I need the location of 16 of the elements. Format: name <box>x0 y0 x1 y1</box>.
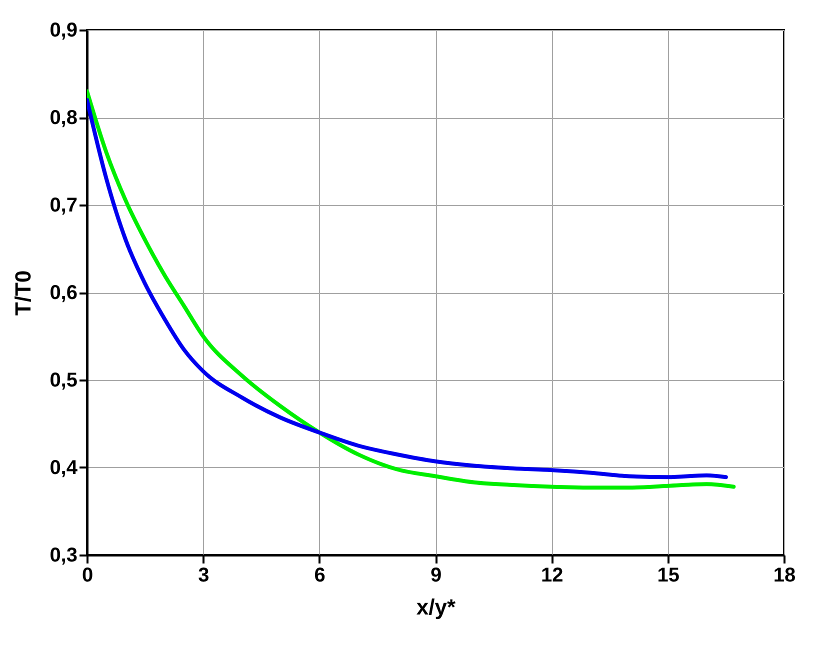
y-tick-label: 0,9 <box>50 20 78 42</box>
y-tick-label: 0,6 <box>50 282 78 304</box>
x-tick-label: 12 <box>541 564 564 586</box>
y-tick-label: 0,7 <box>50 194 78 216</box>
y-tick-label: 0,4 <box>50 457 78 479</box>
x-tick-label: 0 <box>82 564 94 586</box>
y-tick-label: 0,8 <box>50 107 78 129</box>
y-axis-title: T/T0 <box>10 270 36 316</box>
x-axis-title: x/y* <box>416 594 456 620</box>
x-tick-label: 15 <box>657 564 680 586</box>
x-tick-label: 9 <box>430 564 442 586</box>
x-tick-label: 6 <box>314 564 326 586</box>
y-tick-label: 0,3 <box>50 544 78 566</box>
x-tick-label: 3 <box>198 564 210 586</box>
x-tick-label: 18 <box>773 564 796 586</box>
y-tick-label: 0,5 <box>50 370 78 392</box>
